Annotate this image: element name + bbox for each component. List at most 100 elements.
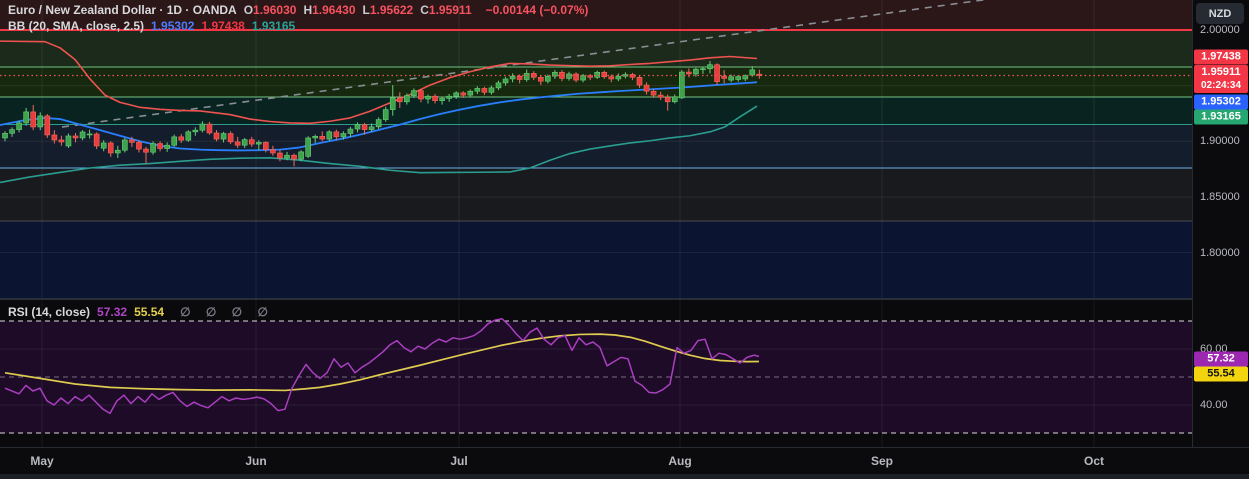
candle-body xyxy=(305,137,311,157)
candle-body xyxy=(573,73,579,81)
candle-body xyxy=(749,69,756,76)
candle-body xyxy=(742,75,749,80)
time-axis[interactable]: May Jun Jul Aug Sep Oct xyxy=(0,447,1249,479)
axis-label: 1.85000 xyxy=(1200,191,1240,203)
candle-body xyxy=(439,98,445,101)
candle-body xyxy=(150,143,156,153)
candle-body xyxy=(404,95,410,103)
change-value: −0.00144 (−0.07%) xyxy=(485,3,589,17)
candle-body xyxy=(227,133,234,143)
candle-body xyxy=(622,74,629,77)
currency-toggle-button[interactable]: NZD xyxy=(1196,3,1244,24)
bb-legend-label[interactable]: BB (20, SMA, close, 2.5) xyxy=(8,19,145,33)
candle-body xyxy=(432,95,438,101)
candle-body xyxy=(23,111,29,124)
candle-body xyxy=(291,154,297,160)
candle-body xyxy=(129,139,135,143)
price-axis[interactable]: 2.00000 1.90000 1.85000 1.80000 60.00 40.00 1.… xyxy=(1192,0,1249,447)
candle-body xyxy=(643,84,650,92)
bb-value-1: 1.97438 xyxy=(201,19,245,33)
rsi-empty-values: ∅ ∅ ∅ ∅ xyxy=(180,305,274,319)
symbol-legend[interactable]: Euro / New Zealand Dollar · 1D · OANDA O… xyxy=(8,3,588,17)
countdown-timer: 02:24:34 xyxy=(1200,79,1242,91)
candle-body xyxy=(580,75,586,81)
price-badge: 1.95911 02:24:34 xyxy=(1194,64,1248,93)
price-badge: 57.32 xyxy=(1194,351,1248,367)
candle-body xyxy=(657,94,664,98)
candle-body xyxy=(693,68,699,75)
candle-body xyxy=(333,131,340,138)
candle-body xyxy=(9,129,15,134)
candle-body xyxy=(474,88,481,92)
rsi-legend-label[interactable]: RSI (14, close) xyxy=(8,305,91,319)
candle-body xyxy=(206,123,213,134)
axis-label: 1.90000 xyxy=(1200,135,1240,147)
candle-body xyxy=(509,75,516,80)
chart-canvas[interactable] xyxy=(0,0,1249,447)
ohlc-item: H1.96430 xyxy=(303,3,356,17)
candle-body xyxy=(234,141,241,146)
month-label-aug: Aug xyxy=(668,454,692,468)
symbol-title[interactable]: Euro / New Zealand Dollar · 1D · OANDA xyxy=(8,3,237,17)
candle-body xyxy=(164,144,170,149)
candle-body xyxy=(502,78,509,84)
candle-body xyxy=(248,139,255,145)
candle-body xyxy=(319,135,326,140)
candle-body xyxy=(136,142,142,150)
price-zone xyxy=(0,30,1192,67)
bb-value-2: 1.93165 xyxy=(251,19,296,33)
candle-body xyxy=(537,77,544,82)
bb-value-0: 1.95302 xyxy=(151,19,195,33)
candle-body xyxy=(601,71,608,78)
month-label-oct: Oct xyxy=(1083,454,1105,468)
candle-body xyxy=(79,131,86,139)
pane-separator xyxy=(0,298,1249,300)
candle-body xyxy=(93,133,100,147)
candle-body xyxy=(382,109,389,120)
rsi-indicator-legend[interactable]: RSI (14, close) 57.32 55.54 ∅ ∅ ∅ ∅ xyxy=(8,305,274,319)
price-badge: 1.97438 xyxy=(1194,49,1248,64)
candle-body xyxy=(418,90,424,100)
candle-body xyxy=(411,90,417,96)
candle-body xyxy=(467,90,474,96)
price-badge: 1.95302 xyxy=(1194,94,1248,109)
candle-body xyxy=(51,134,58,141)
price-badge: 1.93165 xyxy=(1194,109,1248,125)
candle-body xyxy=(707,64,713,70)
candle-body xyxy=(460,92,467,96)
candle-body xyxy=(671,96,678,103)
bb-indicator-legend[interactable]: BB (20, SMA, close, 2.5) 1.95302 1.97438 1… xyxy=(8,19,302,33)
candle-body xyxy=(199,123,206,131)
candle-body xyxy=(298,151,304,160)
candle-body xyxy=(686,71,692,75)
candle-body xyxy=(86,133,93,136)
candle-body xyxy=(178,136,185,141)
month-label-sep: Sep xyxy=(870,454,894,468)
candle-body xyxy=(375,119,382,128)
candle-body xyxy=(284,154,290,159)
candle-body xyxy=(107,142,114,154)
candle-body xyxy=(566,73,572,79)
candle-body xyxy=(594,71,601,78)
rsi-value-0: 57.32 xyxy=(97,305,128,319)
price-badge: 55.54 xyxy=(1194,366,1248,382)
candle-body xyxy=(185,131,192,141)
candle-body xyxy=(728,76,734,81)
candle-body xyxy=(545,75,551,82)
candle-body xyxy=(263,142,269,150)
candle-body xyxy=(37,115,44,128)
candle-body xyxy=(523,73,530,80)
candle-body xyxy=(608,76,615,80)
candle-body xyxy=(700,68,706,71)
candle-body xyxy=(714,64,720,83)
candle-body xyxy=(650,90,657,96)
price-zone xyxy=(0,168,1192,221)
candle-body xyxy=(143,148,149,153)
candle-body xyxy=(347,128,354,134)
month-label-jul: Jul xyxy=(450,454,468,468)
candle-body xyxy=(213,132,220,140)
time-axis-strip xyxy=(0,474,1249,479)
candle-body xyxy=(516,75,523,80)
axis-label: 2.00000 xyxy=(1200,24,1240,36)
